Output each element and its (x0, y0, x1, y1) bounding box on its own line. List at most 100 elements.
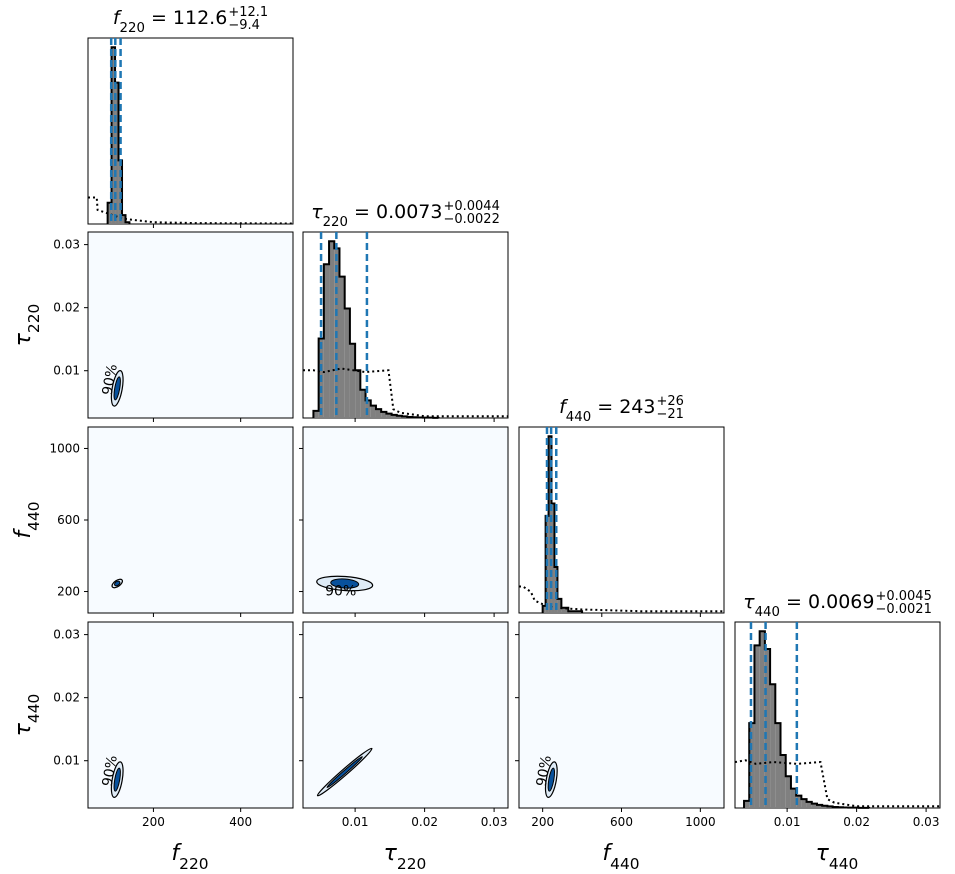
title-lower-error: −21 (656, 407, 683, 422)
title-equals: = (348, 201, 376, 223)
y-axis-label: τ220 (11, 304, 43, 347)
contour-label: 90% (100, 754, 121, 787)
x-tick-label: 1000 (685, 815, 716, 829)
x-tick-label: 0.02 (411, 815, 438, 829)
y-tick-label: 1000 (49, 441, 80, 455)
x-axis-label-symbol: τ (816, 841, 830, 866)
contour-label: 90% (534, 754, 555, 787)
x-axis-label: f220 (171, 841, 208, 873)
prior-curve (519, 585, 724, 613)
prior-curve (303, 367, 508, 418)
hist-bar (548, 436, 552, 613)
y-axis-label-subscript: 440 (25, 694, 43, 723)
hist-bar (780, 754, 786, 808)
y-tick-label: 0.03 (53, 238, 80, 252)
title-equals: = (145, 7, 173, 29)
y-tick-label: 0.03 (53, 628, 80, 642)
hist-bar (339, 276, 345, 418)
hist-bar (817, 804, 823, 808)
title-symbol: f (559, 396, 569, 418)
hist-bar (313, 410, 319, 418)
title-2: f440 = 243 +26−21 (559, 394, 684, 425)
x-tick-label: 0.02 (843, 815, 870, 829)
x-tick-label: 0.03 (481, 815, 508, 829)
contour-label: 90% (100, 363, 121, 396)
x-axis-label: f440 (602, 841, 639, 873)
hist-bar (759, 631, 765, 808)
hist-bar (360, 389, 366, 418)
title-0: f220 = 112.6 +12.1−9.4 (113, 5, 268, 36)
x-axis-label-symbol: τ (384, 841, 398, 866)
panel-title: τ220 = 0.0073 (311, 201, 442, 230)
hist-bar (396, 415, 403, 418)
title-1: τ220 = 0.0073 +0.0044−0.0022 (311, 199, 500, 230)
hist-bar (349, 343, 356, 418)
hist-bar (790, 788, 797, 808)
y-tick-label: 0.01 (53, 364, 80, 378)
title-equals: = (780, 591, 808, 613)
contour-f220-tau220-inner (113, 376, 121, 401)
hist-bar (122, 215, 126, 224)
hist-bar (323, 264, 330, 418)
title-lower-error: −0.0022 (443, 212, 499, 227)
y-tick-label: 0.02 (53, 301, 80, 315)
y-tick-label: 0.02 (53, 691, 80, 705)
contour-f440-tau440-inner (547, 767, 556, 792)
hist-outline (743, 630, 871, 809)
x-tick-label: 200 (531, 815, 554, 829)
title-median: 112.6 (173, 7, 227, 29)
title-3: τ440 = 0.0069 +0.0045−0.0021 (743, 589, 932, 620)
y-tick-label: 600 (57, 513, 80, 527)
title-equals: = (591, 396, 619, 418)
hist-bar (557, 598, 562, 613)
panel-title: f220 = 112.6 (113, 7, 228, 36)
y-axis-label: τ440 (11, 694, 43, 737)
title-median: 0.0073 (376, 201, 442, 223)
hist-bar (554, 567, 558, 613)
hist-bar (775, 723, 781, 808)
panel-title: τ440 = 0.0069 (743, 591, 874, 620)
hist-bar (551, 503, 555, 613)
x-axis-label-subscript: 220 (397, 855, 426, 873)
hist-bar (344, 308, 350, 418)
title-lower-error: −0.0021 (875, 602, 931, 617)
title-symbol: f (113, 7, 123, 29)
x-axis-label-subscript: 220 (179, 855, 208, 873)
x-tick-label: 0.03 (913, 815, 940, 829)
x-axis-label-subscript: 440 (610, 855, 639, 873)
panel-title: f440 = 243 (559, 396, 655, 425)
prior-curve (734, 759, 940, 808)
y-axis-label-subscript: 440 (25, 501, 43, 530)
x-tick-label: 0.01 (774, 815, 801, 829)
hist-bar (542, 605, 546, 613)
hist-outline (541, 435, 584, 613)
x-tick-label: 600 (610, 815, 633, 829)
hist-bar (381, 411, 387, 418)
hist-bar (561, 607, 569, 613)
title-upper-error: +12.1 (228, 5, 268, 20)
hist-bar (375, 409, 382, 418)
contour-tau220-tau440-inner (326, 756, 363, 788)
x-axis-label: τ440 (816, 841, 859, 873)
contour-f220-f440-inner (114, 580, 121, 587)
hist-bar (355, 370, 361, 418)
y-tick-label: 0.01 (53, 754, 80, 768)
hist-bar (391, 414, 397, 418)
hist-bar (770, 684, 776, 808)
hist-bar (754, 645, 760, 808)
title-median: 0.0069 (808, 591, 874, 613)
title-subscript: 220 (120, 21, 145, 36)
hist-bar (801, 799, 807, 808)
title-symbol: τ (743, 591, 755, 613)
hist-bar (785, 776, 791, 808)
y-axis-label-symbol: τ (11, 332, 36, 346)
hist-bar (822, 805, 828, 808)
y-axis-label-subscript: 220 (25, 304, 43, 333)
title-subscript: 440 (755, 605, 780, 620)
hist-bar (811, 803, 817, 808)
x-tick-label: 0.01 (342, 815, 369, 829)
title-upper-error: +26 (656, 394, 683, 409)
title-lower-error: −9.4 (228, 18, 260, 33)
x-axis-label: τ220 (384, 841, 427, 873)
